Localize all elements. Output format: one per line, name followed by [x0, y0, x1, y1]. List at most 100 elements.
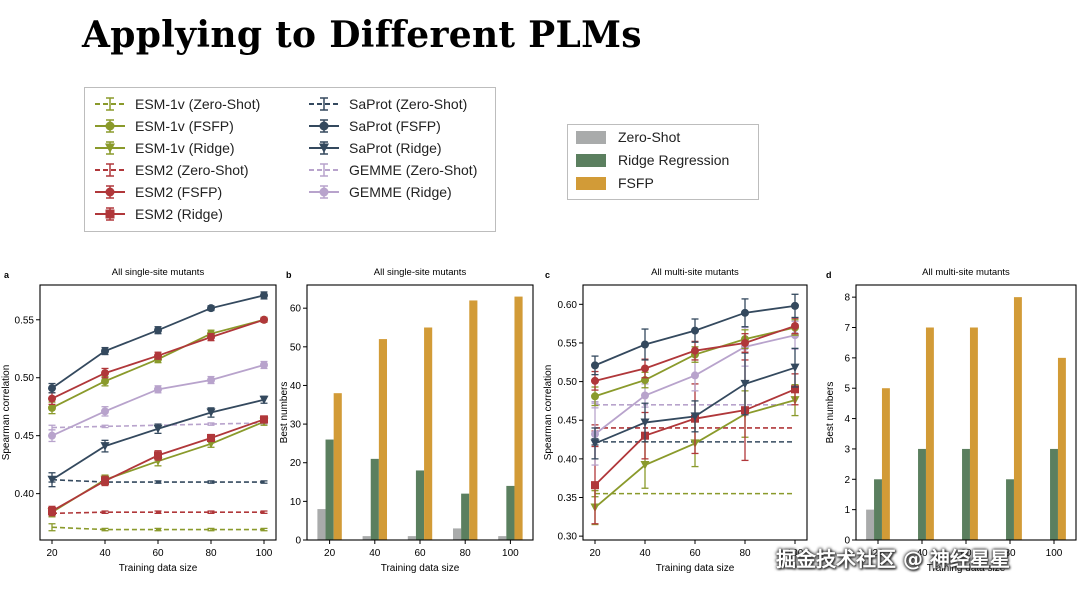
panel-a-point	[259, 395, 269, 405]
panel-b-bar	[498, 536, 507, 540]
panel-b-bar	[469, 300, 478, 540]
panel-a-xtick-label: 60	[152, 548, 164, 559]
panel-d-bar	[1006, 479, 1014, 540]
panel-a-series	[48, 476, 268, 484]
legend-entry: SaProt (Zero-Shot)	[309, 96, 467, 112]
panel-d-ytick-label: 1	[844, 505, 850, 516]
bar-legend-label: Ridge Regression	[618, 152, 729, 168]
panel-b-bar	[415, 470, 425, 540]
panel-c-xtick-label: 100	[787, 548, 804, 559]
legend-entry: SaProt (Ridge)	[309, 140, 442, 156]
panel-c-point	[791, 301, 799, 310]
panel-d-bar	[1050, 448, 1058, 540]
panel-b-bar	[333, 393, 342, 540]
legend-entry: ESM2 (Ridge)	[95, 206, 223, 222]
bar-legend-swatch	[576, 131, 606, 144]
panel-b-bar	[325, 439, 334, 540]
panel-d-ytick-label: 6	[844, 353, 850, 364]
panel-c-point	[641, 391, 649, 400]
bar-legend: Zero-Shot Ridge Regression FSFP	[567, 124, 759, 200]
panel-c-point	[591, 481, 599, 490]
panel-d-bar	[866, 509, 875, 540]
panel-a-point	[101, 476, 109, 485]
panel-a-ylabel: Spearman correlation	[1, 365, 12, 461]
legend-label: SaProt (Ridge)	[349, 140, 442, 156]
panel-a-series	[47, 395, 269, 488]
panel-a-point	[48, 384, 56, 393]
panel-a-point	[100, 442, 110, 451]
panel-a-xtick-label: 40	[99, 548, 111, 559]
panel-b-xtick-label: 80	[460, 548, 472, 559]
legend-marker	[319, 187, 329, 197]
panel-c-series	[590, 347, 800, 460]
panel-a-series	[48, 523, 268, 532]
panel-d-xtick-label: 20	[872, 548, 884, 559]
panel-c-point	[691, 326, 699, 335]
panel-a-ytick-label: 0.40	[15, 489, 35, 500]
panel-b-xtick-label: 40	[369, 548, 381, 559]
panel-d-bar	[881, 388, 890, 540]
legend-marker	[105, 187, 115, 197]
panel-a-point	[260, 360, 268, 369]
bar-legend-entry: Zero-Shot	[576, 129, 680, 145]
panel-b-letter: b	[286, 270, 292, 280]
legend-label: SaProt (Zero-Shot)	[349, 96, 467, 112]
panel-a-ytick-label: 0.55	[15, 315, 35, 326]
bar-legend-label: FSFP	[618, 175, 654, 191]
panel-c-point	[791, 321, 799, 330]
panel-a-ytick-label: 0.45	[15, 431, 35, 442]
legend-marker	[319, 121, 329, 131]
slide-title: Applying to Different PLMs	[82, 14, 642, 56]
panel-c-point	[690, 412, 700, 421]
legend-entry: ESM-1v (Zero-Shot)	[95, 96, 260, 112]
panel-a-xlabel: Training data size	[119, 563, 198, 574]
panel-b-frame	[306, 284, 534, 541]
panel-c-xtick-label: 80	[739, 548, 751, 559]
panel-c-ytick-label: 0.45	[558, 416, 578, 427]
panel-c-letter: c	[545, 270, 550, 280]
panel-c-frame	[582, 284, 808, 541]
panel-c-series	[591, 489, 795, 498]
panel-c-series	[591, 317, 799, 391]
bar-legend-entry: FSFP	[576, 175, 654, 191]
panel-d-ytick-label: 5	[844, 384, 850, 395]
panel-d-xtick-label: 40	[916, 548, 928, 559]
panel-c-series	[591, 424, 795, 432]
legend-entry: ESM2 (Zero-Shot)	[95, 162, 249, 178]
legend-marker	[105, 209, 115, 219]
panel-a-point	[153, 424, 163, 434]
legend-label: GEMME (Ridge)	[349, 184, 452, 200]
legend-entry: GEMME (Ridge)	[309, 184, 452, 200]
panel-c-point	[591, 392, 599, 401]
panel-a-point	[47, 475, 57, 485]
panel-d-ytick-label: 0	[844, 536, 850, 547]
panel-a-xtick-label: 100	[256, 548, 273, 559]
panel-b-bar	[514, 296, 523, 540]
panel-a-point	[48, 403, 56, 412]
panel-a-series	[48, 510, 268, 517]
panel-d-title: All multi-site mutants	[922, 267, 1010, 278]
panel-a-ytick-label: 0.50	[15, 373, 35, 384]
legend-entry: GEMME (Zero-Shot)	[309, 162, 477, 178]
panel-a-point	[207, 434, 215, 442]
bar-legend-swatch	[576, 177, 606, 190]
legend-label: GEMME (Zero-Shot)	[349, 162, 477, 178]
panel-a-point	[207, 333, 215, 342]
panel-b-bar	[461, 493, 470, 540]
panel-b-xtick-label: 60	[414, 548, 426, 559]
panel-a-point	[101, 369, 109, 378]
panel-d-letter: d	[826, 270, 832, 280]
panel-a-series-line	[51, 398, 265, 481]
panel-a-series	[48, 415, 268, 517]
panel-c-xtick-label: 60	[689, 548, 701, 559]
panel-a-xtick-label: 80	[205, 548, 217, 559]
legend-label: ESM2 (Zero-Shot)	[135, 162, 249, 178]
panel-a-point	[48, 507, 56, 516]
panel-c-ytick-label: 0.35	[558, 493, 578, 504]
line-legend: ESM-1v (Zero-Shot) ESM-1v (FSFP) ESM-1v (R…	[84, 87, 496, 232]
panel-b-bar	[452, 528, 462, 540]
panel-d-ylabel: Best numbers	[825, 382, 836, 444]
panel-c-point	[691, 346, 699, 355]
panel-d-bar	[1057, 357, 1066, 540]
legend-label: ESM-1v (Ridge)	[135, 140, 235, 156]
